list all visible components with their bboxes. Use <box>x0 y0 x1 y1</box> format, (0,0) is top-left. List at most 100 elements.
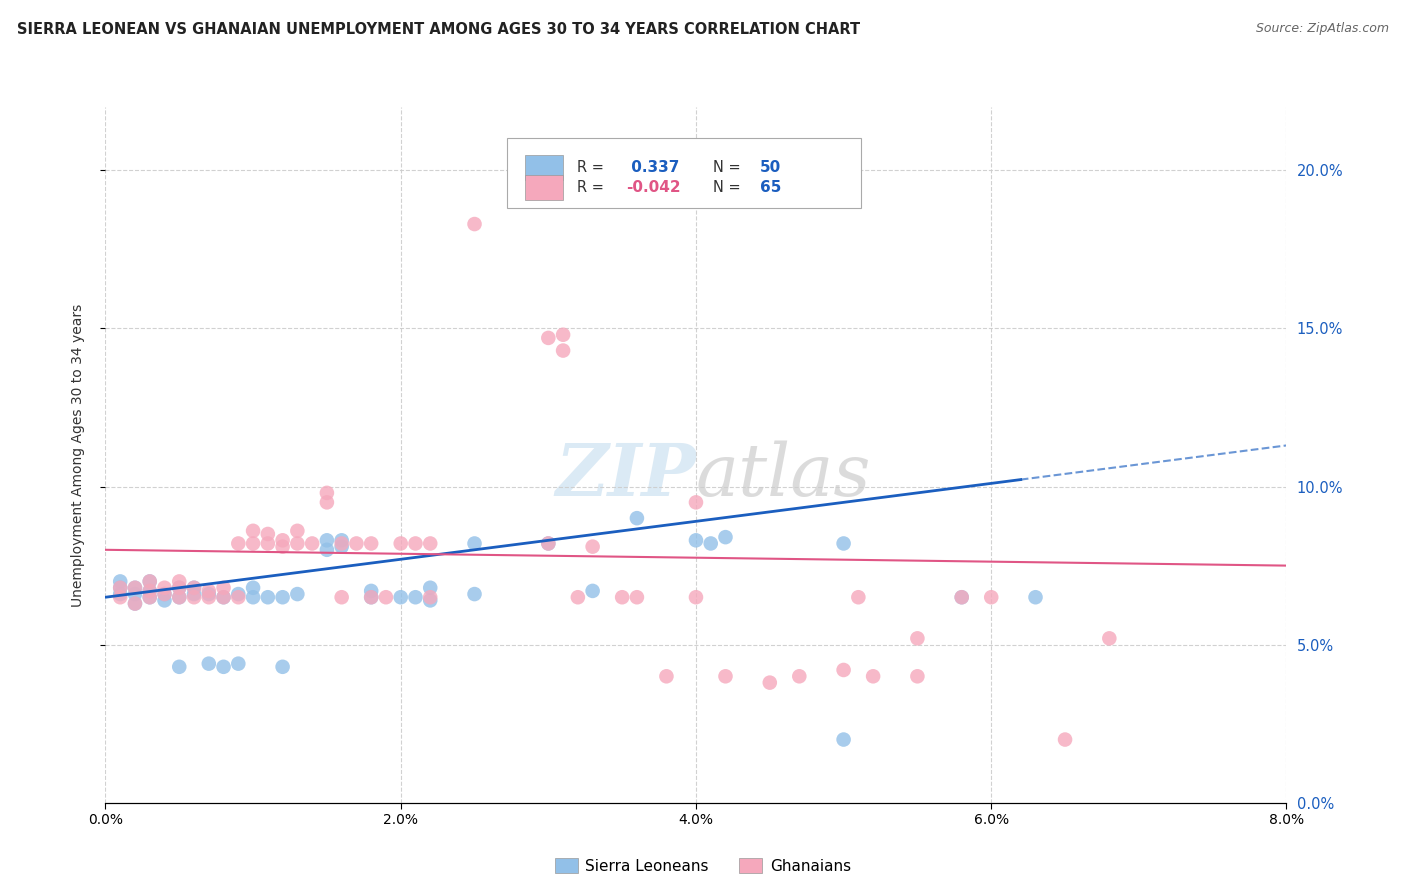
Point <box>905 632 928 646</box>
Text: 65: 65 <box>759 179 782 194</box>
Point <box>169 574 191 589</box>
Point <box>360 583 382 598</box>
Point <box>138 591 162 605</box>
FancyBboxPatch shape <box>524 175 562 200</box>
Point <box>567 591 589 605</box>
Point <box>980 591 1002 605</box>
Point <box>950 591 973 605</box>
Point <box>197 583 219 598</box>
Point <box>138 583 162 598</box>
Point <box>169 660 191 674</box>
Point <box>124 587 146 601</box>
Point <box>110 581 132 595</box>
Point <box>271 591 294 605</box>
Point <box>950 591 973 605</box>
Point <box>419 591 441 605</box>
Point <box>242 536 264 550</box>
FancyBboxPatch shape <box>508 138 862 208</box>
Point <box>389 536 412 550</box>
Text: atlas: atlas <box>696 441 872 511</box>
Point <box>315 495 337 509</box>
Point <box>685 533 707 548</box>
Point <box>374 591 396 605</box>
Point <box>226 591 250 605</box>
Point <box>419 593 441 607</box>
Point <box>169 591 191 605</box>
Point <box>610 591 633 605</box>
Point <box>212 660 235 674</box>
Point <box>330 536 353 550</box>
Point <box>169 581 191 595</box>
Text: 50: 50 <box>759 160 780 175</box>
Point <box>758 675 780 690</box>
Point <box>330 533 353 548</box>
Point <box>360 591 382 605</box>
Point <box>685 495 707 509</box>
Point <box>138 583 162 598</box>
Point <box>360 536 382 550</box>
Point <box>197 587 219 601</box>
Point <box>315 486 337 500</box>
Point <box>110 581 132 595</box>
Point <box>699 536 723 550</box>
Point <box>832 732 855 747</box>
Text: R =: R = <box>576 179 609 194</box>
Y-axis label: Unemployment Among Ages 30 to 34 years: Unemployment Among Ages 30 to 34 years <box>70 303 84 607</box>
Point <box>110 587 132 601</box>
Point <box>256 591 278 605</box>
Point <box>905 669 928 683</box>
Point <box>832 663 855 677</box>
Point <box>655 669 678 683</box>
Text: ZIP: ZIP <box>555 441 696 511</box>
Point <box>537 536 560 550</box>
Text: Source: ZipAtlas.com: Source: ZipAtlas.com <box>1256 22 1389 36</box>
Point <box>464 587 486 601</box>
Point <box>464 536 486 550</box>
Text: -0.042: -0.042 <box>626 179 681 194</box>
Point <box>124 581 146 595</box>
Point <box>330 540 353 554</box>
Point <box>138 574 162 589</box>
Point <box>315 542 337 557</box>
Point <box>183 591 205 605</box>
Text: 0.337: 0.337 <box>626 160 679 175</box>
Point <box>537 331 560 345</box>
Point <box>287 524 309 538</box>
Point <box>714 669 737 683</box>
Point <box>226 536 250 550</box>
Point <box>537 536 560 550</box>
Text: R =: R = <box>576 160 609 175</box>
Point <box>551 327 574 342</box>
Point <box>626 591 648 605</box>
Point <box>138 591 162 605</box>
Point <box>197 657 219 671</box>
Point <box>271 533 294 548</box>
Point <box>832 536 855 550</box>
Point <box>419 536 441 550</box>
Point <box>183 581 205 595</box>
Point <box>271 540 294 554</box>
Point <box>124 581 146 595</box>
Point <box>344 536 367 550</box>
Point <box>226 657 250 671</box>
Point <box>271 660 294 674</box>
Point <box>330 591 353 605</box>
Point <box>1098 632 1121 646</box>
Point <box>153 587 176 601</box>
Point <box>226 587 250 601</box>
Point <box>626 511 648 525</box>
Point <box>256 527 278 541</box>
Text: N =: N = <box>713 160 745 175</box>
Point <box>242 591 264 605</box>
Point <box>138 574 162 589</box>
Point <box>169 591 191 605</box>
Point <box>581 540 603 554</box>
Point <box>242 581 264 595</box>
Point <box>419 581 441 595</box>
Point <box>685 591 707 605</box>
Text: SIERRA LEONEAN VS GHANAIAN UNEMPLOYMENT AMONG AGES 30 TO 34 YEARS CORRELATION CH: SIERRA LEONEAN VS GHANAIAN UNEMPLOYMENT … <box>17 22 860 37</box>
Point <box>405 591 427 605</box>
Point <box>153 581 176 595</box>
Point <box>287 536 309 550</box>
Point <box>360 591 382 605</box>
